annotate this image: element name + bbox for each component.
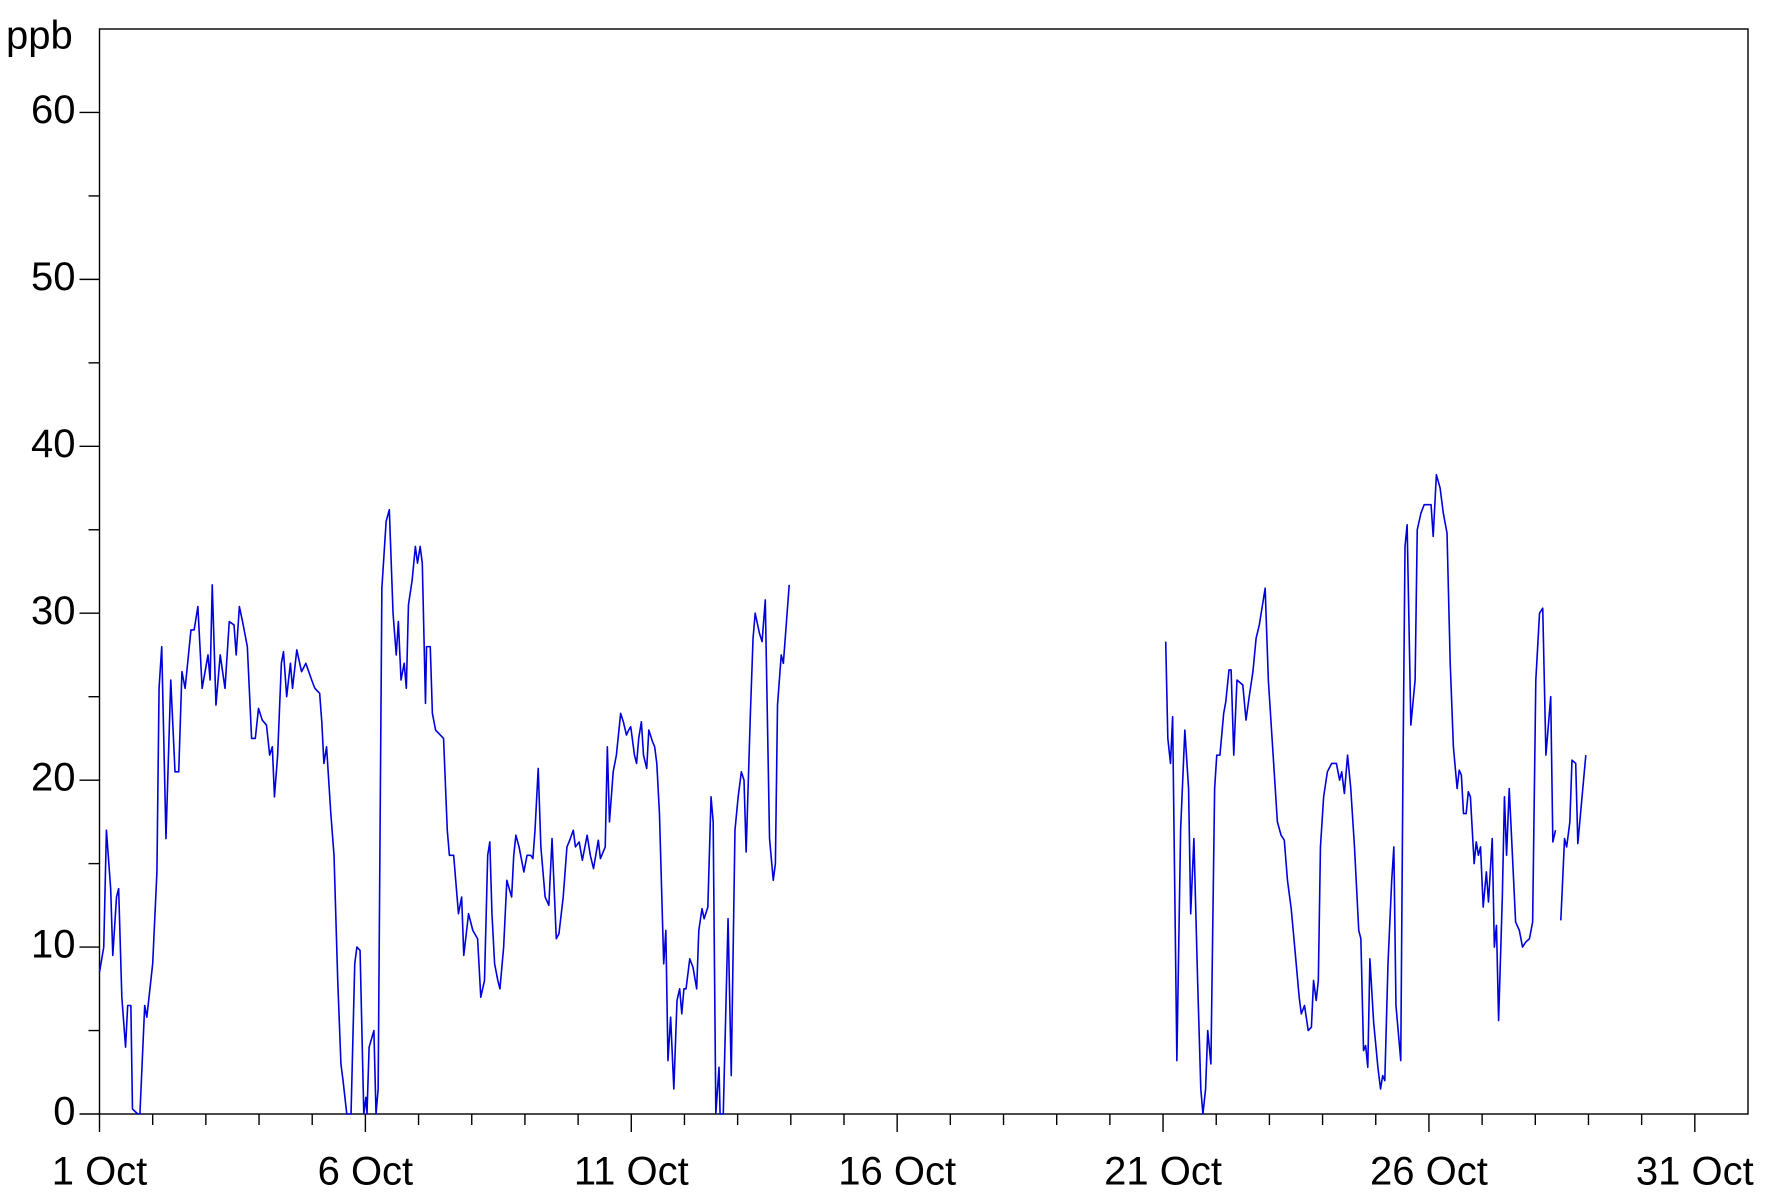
x-tick-label: 26 Oct [1370, 1150, 1488, 1194]
y-tick-label: 40 [31, 422, 76, 466]
y-tick-label: 60 [31, 88, 76, 132]
x-tick-label: 16 Oct [838, 1150, 956, 1194]
x-tick-label: 31 Oct [1636, 1150, 1754, 1194]
y-tick-label: 0 [53, 1090, 75, 1134]
x-tick-label: 11 Oct [574, 1150, 689, 1194]
y-tick-label: 50 [31, 255, 76, 299]
y-tick-label: 10 [31, 923, 76, 967]
y-tick-label: 30 [31, 589, 76, 633]
data-line [98, 473, 1587, 1115]
y-axis-label: ppb [6, 14, 73, 58]
x-tick-label: 1 Oct [52, 1150, 148, 1194]
x-tick-label: 21 Oct [1104, 1150, 1222, 1194]
x-tick-label: 6 Oct [318, 1150, 414, 1194]
plot-frame [98, 28, 1749, 1115]
y-tick-label: 20 [31, 756, 76, 800]
